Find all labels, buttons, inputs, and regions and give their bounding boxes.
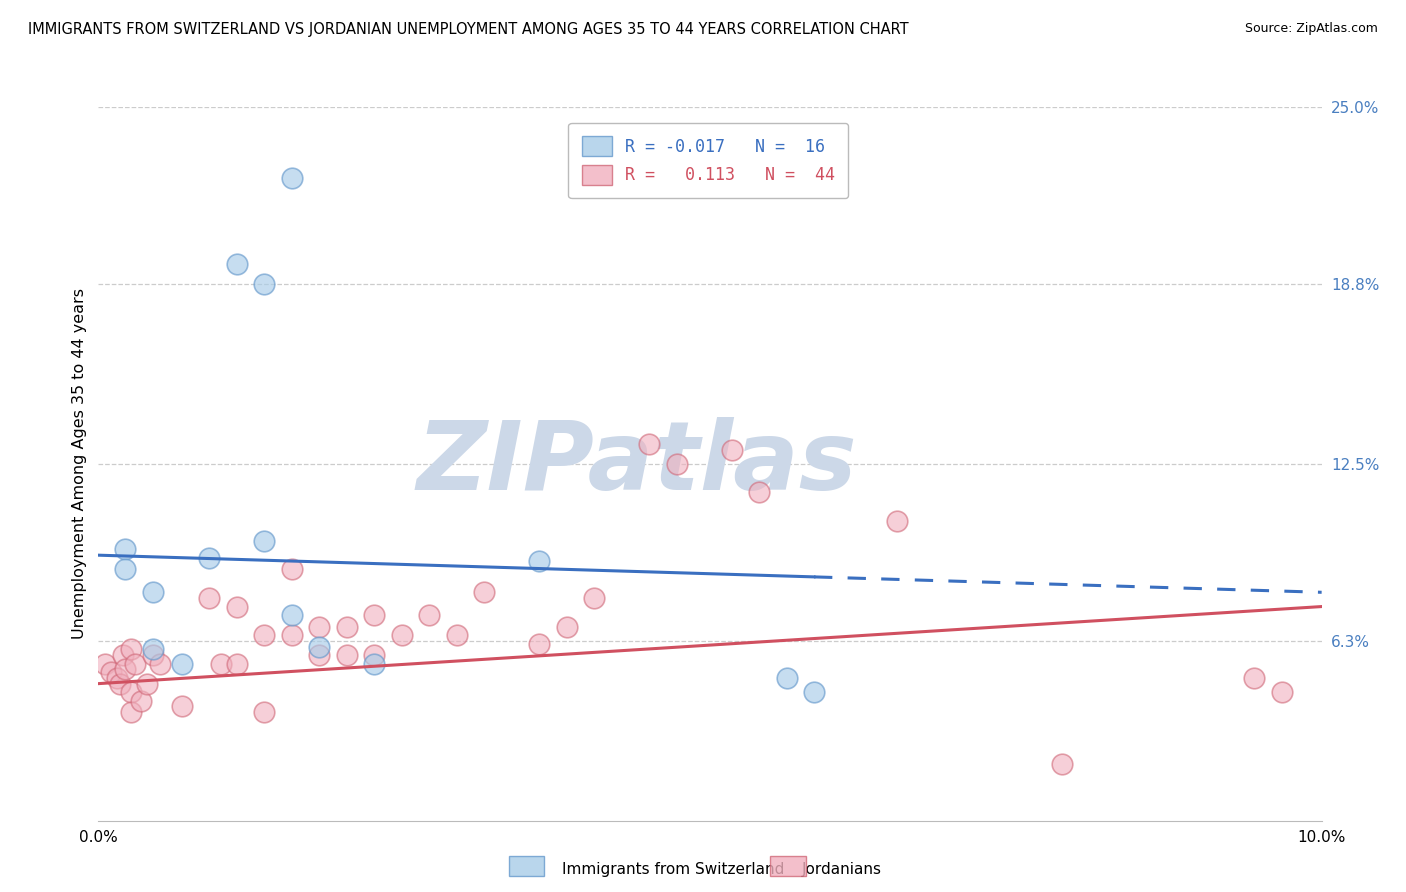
Point	[170, 657, 193, 671]
Point	[363, 648, 385, 662]
Point	[225, 257, 247, 271]
Point	[124, 657, 146, 671]
Point	[105, 671, 128, 685]
Point	[111, 648, 134, 662]
Point	[666, 457, 689, 471]
Point	[336, 648, 359, 662]
Point	[803, 685, 825, 699]
Point	[1052, 756, 1074, 771]
Point	[363, 608, 385, 623]
Point	[280, 628, 302, 642]
Point	[776, 671, 799, 685]
Point	[280, 608, 302, 623]
Point	[1243, 671, 1265, 685]
Point	[120, 642, 142, 657]
Point	[555, 619, 578, 633]
Point	[129, 694, 152, 708]
Point	[114, 662, 136, 676]
Point	[308, 648, 330, 662]
Point	[280, 562, 302, 576]
Text: Immigrants from Switzerland: Immigrants from Switzerland	[562, 863, 785, 877]
Text: IMMIGRANTS FROM SWITZERLAND VS JORDANIAN UNEMPLOYMENT AMONG AGES 35 TO 44 YEARS : IMMIGRANTS FROM SWITZERLAND VS JORDANIAN…	[28, 22, 908, 37]
Point	[363, 657, 385, 671]
Point	[418, 608, 440, 623]
Text: ZIPatlas: ZIPatlas	[416, 417, 856, 510]
Point	[308, 640, 330, 654]
Text: Source: ZipAtlas.com: Source: ZipAtlas.com	[1244, 22, 1378, 36]
Point	[638, 437, 661, 451]
Point	[120, 705, 142, 719]
Point	[110, 676, 132, 690]
Point	[252, 277, 274, 291]
Y-axis label: Unemployment Among Ages 35 to 44 years: Unemployment Among Ages 35 to 44 years	[72, 288, 87, 640]
Point	[197, 551, 219, 566]
Point	[225, 599, 247, 614]
Point	[280, 171, 302, 186]
Point	[142, 648, 165, 662]
Point	[886, 514, 908, 528]
Point	[142, 642, 165, 657]
Point	[252, 533, 274, 548]
Point	[93, 657, 115, 671]
Point	[748, 485, 770, 500]
Legend: R = -0.017   N =  16, R =   0.113   N =  44: R = -0.017 N = 16, R = 0.113 N = 44	[568, 122, 848, 198]
Point	[225, 657, 247, 671]
Point	[197, 591, 219, 605]
Point	[336, 619, 359, 633]
Point	[100, 665, 122, 680]
Point	[527, 554, 550, 568]
Point	[114, 542, 136, 557]
Point	[446, 628, 468, 642]
Point	[170, 699, 193, 714]
Point	[252, 628, 274, 642]
Point	[1271, 685, 1294, 699]
Point	[142, 585, 165, 599]
Point	[252, 705, 274, 719]
Point	[582, 591, 605, 605]
Point	[149, 657, 172, 671]
Point	[114, 562, 136, 576]
Point	[308, 619, 330, 633]
Text: Jordanians: Jordanians	[801, 863, 882, 877]
Point	[209, 657, 232, 671]
Point	[136, 676, 159, 690]
Point	[391, 628, 413, 642]
Point	[527, 637, 550, 651]
Point	[472, 585, 495, 599]
Point	[721, 442, 744, 457]
Point	[120, 685, 142, 699]
